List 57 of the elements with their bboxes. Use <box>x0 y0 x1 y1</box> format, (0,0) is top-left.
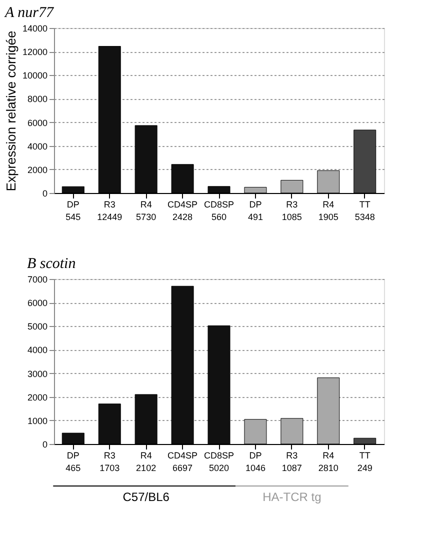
x-tick-label: R3 <box>104 200 116 210</box>
text: C57/BL6 <box>122 490 170 504</box>
y-tick-label: 3000 <box>27 368 48 379</box>
x-tick-label: R4 <box>140 200 152 210</box>
data-label: 1905 <box>318 212 338 222</box>
data-label: 5020 <box>208 463 230 473</box>
y-tick-label: 12000 <box>22 47 48 58</box>
x-tick-label: R4 <box>140 450 152 460</box>
y-tick-label: 0 <box>42 188 48 198</box>
data-label: 249 <box>357 463 372 473</box>
data-label: 465 <box>66 463 81 473</box>
y-tick-label: 10000 <box>22 70 48 81</box>
chart-title: B scotin <box>26 256 76 272</box>
y-tick-label: 4000 <box>27 141 48 152</box>
x-tick-label: TT <box>359 200 371 210</box>
data-label: 12449 <box>97 212 122 222</box>
x-tick-label: CD8SP <box>204 450 234 460</box>
x-tick-label: CD8SP <box>204 200 234 210</box>
data-label: 5348 <box>354 212 375 222</box>
x-tick-label: R3 <box>286 450 298 460</box>
data-label: 1085 <box>282 212 302 222</box>
x-tick-label: R4 <box>322 200 334 210</box>
x-tick-label: R4 <box>322 450 334 460</box>
y-tick-label: 6000 <box>27 298 48 308</box>
x-tick-label: TT <box>359 450 371 460</box>
data-label: 2810 <box>318 463 338 473</box>
data-label: 560 <box>211 212 227 222</box>
y-tick-label: 6000 <box>27 118 48 128</box>
y-tick-label: 7000 <box>27 274 48 284</box>
data-label: 2428 <box>172 212 193 222</box>
x-tick-label: CD4SP <box>168 450 198 460</box>
y-axis-title: Expression relative corrigée <box>3 30 18 192</box>
x-tick-label: DP <box>66 200 80 210</box>
x-tick-label: DP <box>249 200 262 210</box>
data-label: 2102 <box>136 463 156 473</box>
x-tick-label: DP <box>66 450 80 460</box>
y-tick-label: 8000 <box>27 94 48 104</box>
y-tick-label: 1000 <box>27 416 48 426</box>
y-tick-label: 14000 <box>22 24 48 34</box>
y-tick-label: 5000 <box>27 322 48 332</box>
data-label: 545 <box>66 212 81 222</box>
data-label: 1087 <box>282 463 302 473</box>
data-label: 491 <box>248 212 263 222</box>
data-label: 5730 <box>136 212 156 222</box>
y-tick-label: 2000 <box>27 164 48 175</box>
x-tick-label: R3 <box>104 450 116 460</box>
data-label: 6697 <box>172 463 193 473</box>
y-tick-label: 2000 <box>27 392 48 402</box>
data-label: 1703 <box>100 463 120 473</box>
data-label: 1046 <box>245 463 266 473</box>
x-tick-label: R3 <box>286 200 298 210</box>
x-tick-label: CD4SP <box>168 200 198 210</box>
y-tick-label: 4000 <box>27 345 48 356</box>
chart-title: A nur77 <box>4 5 55 21</box>
x-tick-label: DP <box>249 450 262 460</box>
y-tick-label: 0 <box>42 440 48 450</box>
text: HA-TCR tg <box>262 490 322 504</box>
